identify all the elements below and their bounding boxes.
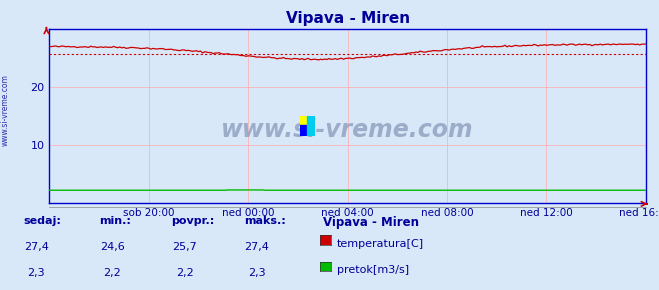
Text: 2,3: 2,3 xyxy=(28,268,45,278)
Text: 27,4: 27,4 xyxy=(244,242,270,252)
Text: www.si-vreme.com: www.si-vreme.com xyxy=(1,74,10,146)
Text: povpr.:: povpr.: xyxy=(171,216,215,226)
Text: sedaj:: sedaj: xyxy=(23,216,61,226)
Text: min.:: min.: xyxy=(99,216,130,226)
Text: temperatura[C]: temperatura[C] xyxy=(337,239,424,249)
Text: 25,7: 25,7 xyxy=(172,242,197,252)
Text: www.si-vreme.com: www.si-vreme.com xyxy=(221,118,474,142)
Title: Vipava - Miren: Vipava - Miren xyxy=(285,11,410,26)
Text: pretok[m3/s]: pretok[m3/s] xyxy=(337,265,409,275)
Text: 2,3: 2,3 xyxy=(248,268,266,278)
Text: Vipava - Miren: Vipava - Miren xyxy=(323,216,419,229)
Text: 27,4: 27,4 xyxy=(24,242,49,252)
Text: maks.:: maks.: xyxy=(244,216,285,226)
Text: 2,2: 2,2 xyxy=(176,268,193,278)
Text: 24,6: 24,6 xyxy=(100,242,125,252)
Text: 2,2: 2,2 xyxy=(103,268,121,278)
